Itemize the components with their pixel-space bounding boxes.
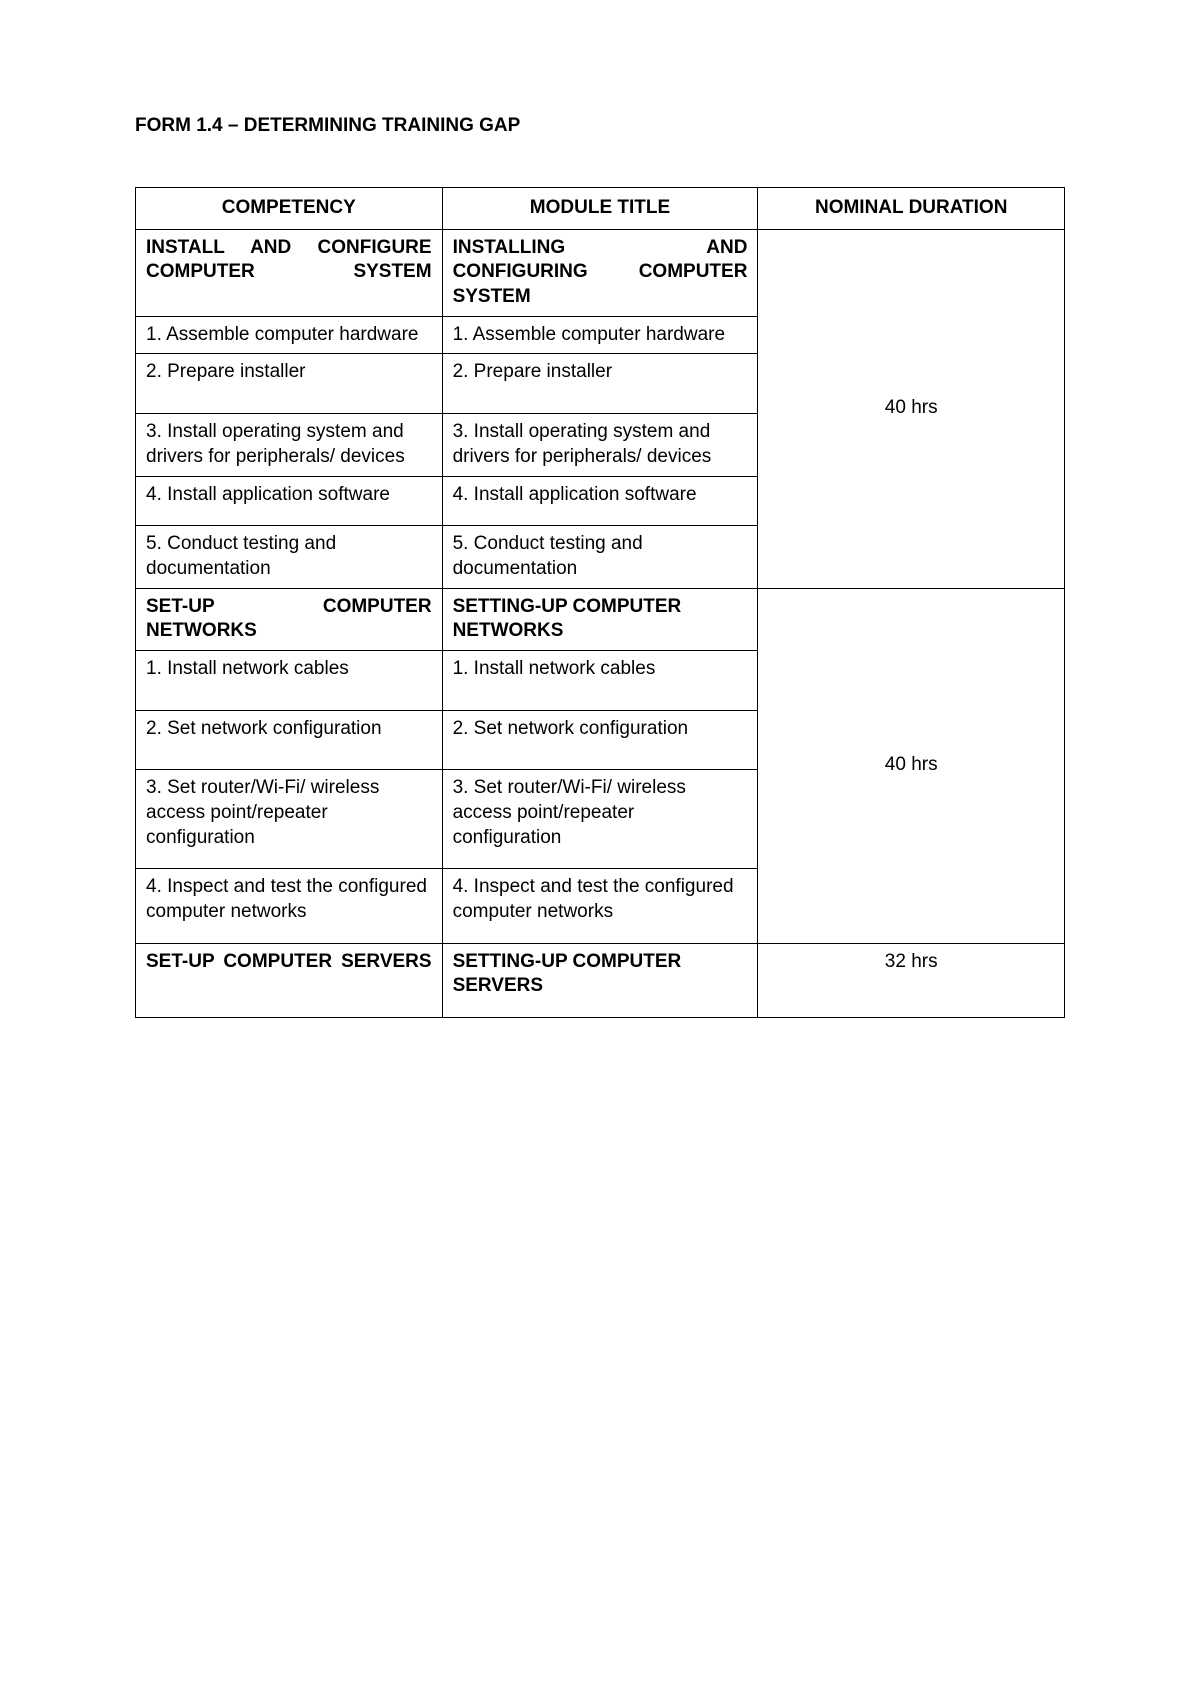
section-header-row: SET-UP COMPUTER NETWORKS SETTING-UP COMP… <box>136 588 1065 650</box>
competency-item: 1. Assemble computer hardware <box>136 316 443 354</box>
module-header: SETTING-UP COMPUTER NETWORKS <box>442 588 758 650</box>
competency-item: 5. Conduct testing and documentation <box>136 526 443 588</box>
competency-header: INSTALL AND CONFIGURE COMPUTER SYSTEM <box>136 229 443 316</box>
module-item: 1. Assemble computer hardware <box>442 316 758 354</box>
module-item: 3. Set router/Wi-Fi/ wireless access poi… <box>442 770 758 869</box>
page-title: FORM 1.4 – DETERMINING TRAINING GAP <box>135 115 1065 137</box>
module-item: 1. Install network cables <box>442 650 758 710</box>
competency-item: 4. Inspect and test the configured compu… <box>136 869 443 943</box>
competency-item: 3. Install operating system and drivers … <box>136 414 443 476</box>
module-item: 5. Conduct testing and documentation <box>442 526 758 588</box>
competency-item: 2. Set network configuration <box>136 710 443 770</box>
duration-cell: 40 hrs <box>758 588 1065 943</box>
competency-header: SET-UP COMPUTER SERVERS <box>136 943 443 1017</box>
table-header-row: COMPETENCY MODULE TITLE NOMINAL DURATION <box>136 188 1065 230</box>
module-item: 4. Install application software <box>442 476 758 526</box>
module-header: SETTING-UP COMPUTER SERVERS <box>442 943 758 1017</box>
duration-cell: 40 hrs <box>758 229 1065 588</box>
module-item: 4. Inspect and test the configured compu… <box>442 869 758 943</box>
col-competency: COMPETENCY <box>136 188 443 230</box>
competency-item: 3. Set router/Wi-Fi/ wireless access poi… <box>136 770 443 869</box>
module-item: 2. Prepare installer <box>442 354 758 414</box>
training-gap-table: COMPETENCY MODULE TITLE NOMINAL DURATION… <box>135 187 1065 1018</box>
module-item: 2. Set network configuration <box>442 710 758 770</box>
competency-item: 4. Install application software <box>136 476 443 526</box>
competency-header: SET-UP COMPUTER NETWORKS <box>136 588 443 650</box>
section-header-row: SET-UP COMPUTER SERVERS SETTING-UP COMPU… <box>136 943 1065 1017</box>
module-header: INSTALLING AND CONFIGURING COMPUTER SYST… <box>442 229 758 316</box>
section-header-row: INSTALL AND CONFIGURE COMPUTER SYSTEM IN… <box>136 229 1065 316</box>
col-nominal-duration: NOMINAL DURATION <box>758 188 1065 230</box>
competency-item: 1. Install network cables <box>136 650 443 710</box>
col-module-title: MODULE TITLE <box>442 188 758 230</box>
duration-cell: 32 hrs <box>758 943 1065 1017</box>
competency-item: 2. Prepare installer <box>136 354 443 414</box>
module-item: 3. Install operating system and drivers … <box>442 414 758 476</box>
